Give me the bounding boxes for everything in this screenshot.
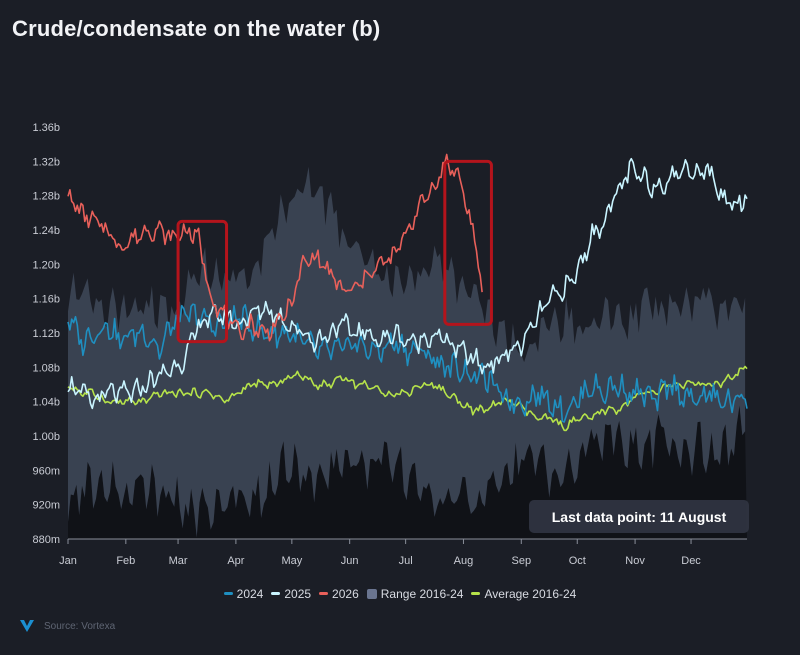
chart-legend: 2024 2025 2026 Range 2016-24 Average 2016-24 [0, 587, 800, 601]
x-tick-label: Jul [399, 555, 413, 567]
x-tick-label: Sep [511, 555, 531, 567]
legend-item-average-2016-24: Average 2016-24 [471, 587, 576, 601]
legend-label: 2025 [284, 587, 312, 601]
y-tick-label: 1.00b [32, 431, 60, 443]
legend-swatch [271, 592, 281, 595]
x-tick-label: Jan [59, 555, 77, 567]
x-tick-label: Dec [681, 555, 701, 567]
legend-item-2025: 2025 [271, 587, 311, 601]
series-line-2026 [67, 153, 483, 342]
y-tick-label: 1.04b [32, 397, 60, 409]
legend-swatch [319, 592, 329, 595]
legend-swatch [366, 589, 377, 599]
legend-label: Average 2016-24 [484, 587, 577, 601]
series-line-average-2016-24 [67, 365, 748, 432]
last-data-point-label: Last data point: 11 August [552, 509, 727, 525]
y-tick-label: 1.20b [32, 259, 60, 271]
legend-swatch [471, 592, 481, 595]
y-tick-label: 1.16b [32, 294, 60, 306]
legend-label: 2024 [236, 587, 264, 601]
legend-label: 2026 [332, 587, 359, 601]
highlight-box-1 [176, 219, 229, 344]
y-tick-label: 960m [32, 465, 60, 477]
x-tick-label: Oct [569, 555, 586, 567]
legend-item-2024: 2024 [223, 587, 264, 601]
legend-label: Range 2016-24 [380, 587, 464, 601]
y-tick-label: 1.36b [32, 122, 60, 134]
legend-item-range-2016-24: Range 2016-24 [366, 587, 464, 601]
y-tick-label: 1.32b [32, 156, 60, 168]
chart-canvas: 880m 920m 960m 1.00b 1.04b 1.08b 1.12b 1.16b 1.2… [32, 122, 749, 567]
x-tick-label: Aug [454, 555, 474, 567]
y-tick-label: 1.24b [32, 225, 60, 237]
legend-swatch [223, 592, 233, 595]
y-tick-label: 1.08b [32, 362, 60, 374]
y-tick-label: 880m [32, 534, 60, 546]
y-tick-label: 920m [32, 500, 60, 512]
x-tick-label: Apr [227, 555, 244, 567]
last-data-point-box [529, 500, 749, 533]
series-line-2024 [67, 303, 748, 423]
x-tick-label: May [281, 555, 302, 567]
x-tick-label: Jun [341, 555, 359, 567]
legend-item-2026: 2026 [319, 587, 359, 601]
x-tick-label: Nov [625, 555, 645, 567]
y-tick-label: 1.12b [32, 328, 60, 340]
y-tick-label: 1.28b [32, 191, 60, 203]
vortexa-logo-icon [20, 620, 34, 632]
series-line-2025 [67, 157, 748, 410]
chart-title: Crude/condensate on the water (b) [12, 16, 381, 41]
x-tick-label: Feb [116, 555, 135, 567]
x-tick-label: Mar [169, 555, 188, 567]
source-note: Source: Vortexa [44, 621, 116, 632]
highlight-box-2 [443, 159, 493, 326]
